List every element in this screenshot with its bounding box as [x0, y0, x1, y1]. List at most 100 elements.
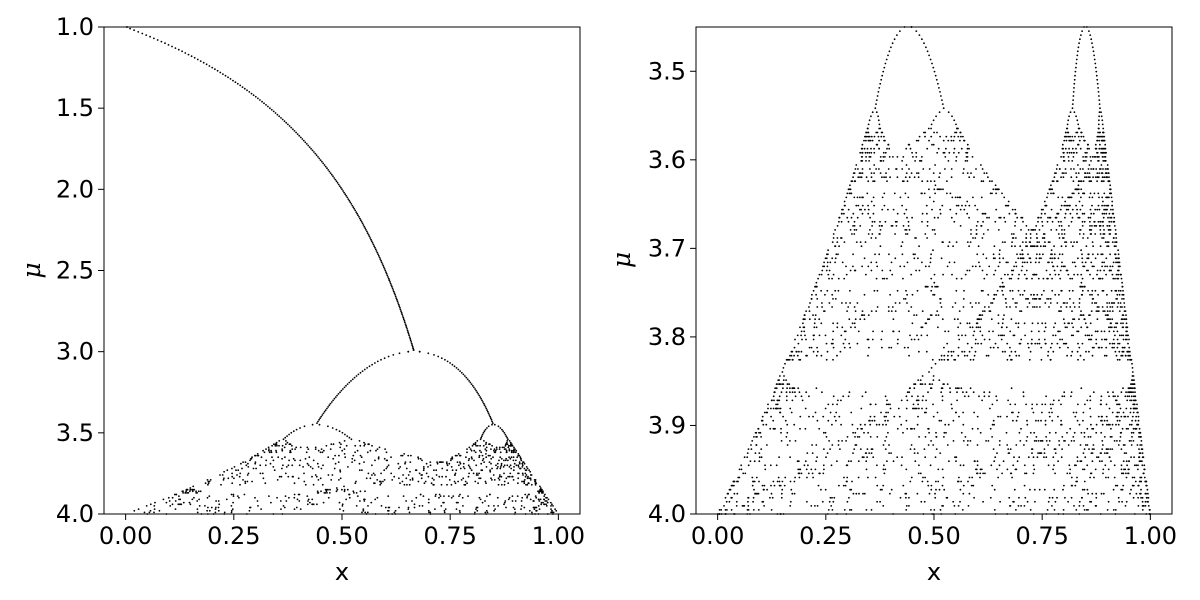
data-point [1082, 419, 1084, 422]
data-point [852, 253, 854, 256]
data-point [919, 472, 922, 475]
data-point [392, 290, 395, 293]
data-point [214, 508, 217, 510]
data-point [1029, 237, 1032, 239]
data-point [747, 464, 750, 467]
data-point [1020, 338, 1023, 341]
data-point [1063, 139, 1066, 142]
data-point [754, 452, 757, 454]
data-point [1023, 322, 1026, 325]
data-point [1011, 241, 1013, 244]
data-point [1080, 326, 1083, 329]
data-point [829, 411, 832, 414]
data-point [483, 430, 486, 433]
data-point [512, 456, 515, 459]
data-point [929, 257, 932, 260]
data-point [363, 441, 365, 444]
data-point [832, 395, 835, 398]
data-point [831, 496, 833, 499]
data-point [925, 204, 928, 207]
data-point [930, 367, 933, 369]
data-point [913, 387, 916, 390]
data-point [930, 253, 932, 256]
data-point [420, 474, 423, 476]
data-point [817, 277, 819, 280]
data-point [133, 29, 136, 32]
data-point [476, 440, 479, 442]
data-point [1073, 78, 1076, 81]
data-point [443, 501, 445, 504]
data-point [1012, 464, 1015, 467]
data-point [1104, 168, 1107, 170]
data-point [940, 95, 942, 97]
data-point [1000, 338, 1003, 341]
right-x-axis-label: x [927, 558, 941, 586]
data-point [921, 383, 924, 385]
data-point [1081, 289, 1084, 292]
data-point [1127, 468, 1130, 471]
data-point [1126, 464, 1128, 467]
data-point [861, 310, 864, 312]
data-point [1059, 338, 1061, 341]
data-point [1117, 496, 1120, 499]
data-point [252, 94, 255, 97]
data-point [1073, 505, 1075, 507]
data-point [526, 477, 529, 480]
data-point [1093, 265, 1095, 268]
data-point [490, 418, 493, 421]
data-point [1088, 164, 1091, 166]
data-point [545, 500, 548, 502]
data-point [998, 253, 1001, 256]
data-point [887, 419, 889, 422]
data-point [941, 204, 944, 207]
data-point [770, 415, 772, 418]
data-point [998, 440, 1001, 442]
data-point [1089, 476, 1091, 479]
data-point [763, 484, 766, 487]
data-point [273, 469, 276, 472]
data-point [1047, 354, 1049, 357]
data-point [1116, 306, 1119, 308]
data-point [861, 456, 864, 459]
data-point [1075, 204, 1077, 207]
data-point [181, 490, 184, 493]
data-point [901, 168, 904, 170]
data-point [1090, 229, 1093, 231]
data-point [1084, 176, 1086, 179]
data-point [358, 462, 361, 465]
data-point [1101, 139, 1104, 142]
data-point [1064, 131, 1067, 134]
data-point [1061, 261, 1063, 264]
data-point [311, 423, 314, 426]
data-point [932, 415, 935, 418]
data-point [936, 151, 939, 154]
data-point [1121, 314, 1124, 316]
data-point [896, 34, 898, 36]
data-point [525, 483, 527, 486]
data-point [1061, 147, 1064, 150]
data-point [1128, 354, 1131, 357]
data-point [403, 483, 406, 486]
data-point [1093, 302, 1096, 304]
data-point [1106, 225, 1109, 227]
data-point [145, 505, 148, 507]
data-point [733, 484, 735, 487]
data-point [1020, 505, 1022, 507]
data-point [288, 496, 290, 499]
data-point [991, 302, 994, 304]
data-point [1038, 253, 1041, 256]
data-point [1055, 172, 1057, 175]
data-point [758, 456, 761, 459]
data-point [915, 314, 918, 316]
data-point [818, 427, 821, 430]
data-point [230, 511, 233, 514]
data-point [1087, 257, 1090, 260]
data-point [799, 358, 802, 361]
data-point [728, 500, 731, 503]
data-point [1111, 411, 1114, 414]
data-point [876, 306, 879, 308]
data-point [342, 388, 344, 390]
data-point [407, 474, 410, 476]
data-point [513, 446, 515, 449]
data-point [1103, 269, 1105, 272]
